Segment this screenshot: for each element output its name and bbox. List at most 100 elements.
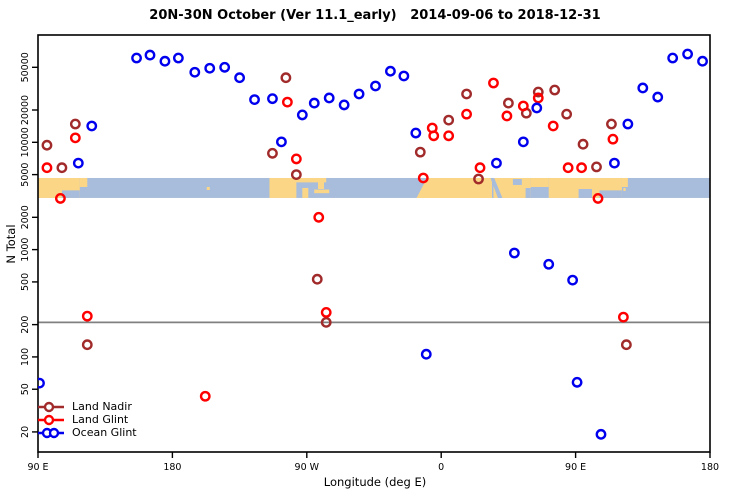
land-glint-point	[532, 92, 544, 104]
map-land-shape	[206, 186, 210, 190]
land-nadir-point	[591, 161, 602, 173]
map-ocean-shape	[490, 177, 503, 198]
ocean-glint-point	[697, 55, 708, 67]
x-tick-label: 90 E	[565, 462, 586, 473]
land-nadir-point	[414, 146, 426, 158]
land-nadir-point	[56, 162, 68, 174]
land-nadir-point	[473, 173, 484, 185]
legend-item-ocean-glint: Ocean Glint	[36, 426, 137, 439]
ocean-glint-point	[385, 65, 396, 77]
land-glint-point	[547, 120, 559, 132]
legend-item-land-nadir: Land Nadir	[36, 400, 137, 413]
ocean-glint-point	[508, 247, 520, 259]
land-nadir-point	[561, 108, 573, 120]
ocean-glint-point	[72, 157, 84, 169]
land-nadir-point	[461, 88, 472, 100]
land-nadir-point	[81, 339, 93, 351]
ocean-glint-point	[571, 376, 583, 388]
land-glint-point	[617, 311, 629, 323]
legend-item-land-glint: Land Glint	[36, 413, 137, 426]
map-land-shape	[416, 177, 492, 198]
map-land-shape	[318, 177, 324, 189]
ocean-glint-point	[204, 62, 216, 74]
legend-label: Land Glint	[72, 413, 129, 426]
ocean-glint-point	[637, 82, 649, 94]
ocean-glint-point	[308, 97, 320, 109]
land-glint-marker-icon	[38, 414, 64, 425]
land-nadir-point	[290, 169, 302, 181]
y-tick-label: 100	[20, 348, 31, 366]
land-glint-point	[55, 193, 66, 204]
ocean-glint-point	[682, 48, 693, 60]
y-tick-label: 50	[20, 383, 31, 395]
ocean-glint-point	[595, 428, 607, 440]
land-nadir-point	[549, 84, 561, 96]
land-glint-point	[474, 162, 486, 174]
ocean-glint-marker-icon	[38, 427, 64, 438]
map-land-shape	[288, 177, 327, 183]
map-ocean-shape	[599, 190, 622, 198]
land-nadir-point	[69, 118, 81, 130]
land-nadir-point	[280, 72, 292, 84]
land-glint-point	[607, 133, 619, 145]
ocean-glint-point	[398, 70, 410, 82]
y-tick-label: 20000	[20, 95, 31, 125]
land-glint-point	[461, 108, 472, 120]
land-glint-point	[517, 100, 529, 112]
ocean-glint-point	[249, 94, 260, 106]
land-glint-point	[488, 77, 499, 89]
y-tick-label: 50000	[20, 52, 31, 82]
land-glint-point	[417, 172, 429, 184]
ocean-glint-point	[267, 93, 278, 105]
ocean-glint-point	[543, 258, 555, 270]
x-tick-label: 0	[438, 462, 444, 473]
ocean-glint-point	[567, 274, 579, 286]
map-ocean-shape	[61, 190, 80, 198]
ocean-glint-point	[531, 102, 543, 114]
land-glint-point	[501, 110, 513, 122]
land-nadir-marker-icon	[38, 401, 64, 412]
ocean-glint-point	[159, 55, 171, 67]
legend-label: Ocean Glint	[72, 426, 137, 439]
land-glint-point	[576, 162, 587, 174]
plot-frame	[37, 34, 711, 453]
land-nadir-point	[606, 118, 617, 130]
y-tick-label: 20	[20, 426, 31, 438]
ocean-glint-point	[652, 91, 664, 103]
ocean-glint-point	[219, 61, 231, 73]
ocean-glint-point	[622, 118, 634, 130]
map-ocean-shape	[512, 178, 522, 185]
x-axis-label: Longitude (deg E)	[323, 475, 427, 489]
legend-label: Land Nadir	[72, 400, 132, 413]
ocean-glint-point	[172, 52, 184, 64]
land-glint-point	[592, 193, 604, 204]
map-land-shape	[79, 177, 88, 187]
map-land-shape	[623, 187, 626, 191]
map-land-shape	[530, 177, 549, 187]
ocean-glint-point	[609, 157, 620, 169]
land-nadir-point	[320, 316, 332, 328]
land-nadir-point	[443, 114, 455, 126]
land-glint-point	[320, 306, 332, 318]
ocean-glint-point	[323, 92, 335, 104]
ocean-glint-point	[296, 109, 308, 121]
y-tick-label: 500	[20, 273, 31, 291]
ocean-glint-point	[276, 136, 287, 148]
map-land-shape	[302, 187, 309, 198]
land-glint-point	[443, 130, 455, 142]
land-glint-point	[562, 162, 574, 174]
map-ocean-shape	[578, 188, 593, 198]
y-tick-label: 1000	[20, 238, 31, 262]
land-glint-point	[69, 132, 81, 144]
map-ocean-shape	[525, 187, 531, 198]
x-tick-label: 180	[163, 462, 181, 473]
ocean-glint-point	[38, 377, 45, 389]
land-glint-point	[428, 130, 440, 142]
land-nadir-point	[267, 147, 278, 159]
land-nadir-point	[311, 273, 323, 285]
land-nadir-point	[620, 339, 632, 351]
y-tick-label: 5000	[20, 163, 31, 187]
ocean-glint-point	[491, 157, 502, 169]
map-land-shape	[269, 177, 297, 198]
ocean-glint-point	[189, 66, 201, 78]
